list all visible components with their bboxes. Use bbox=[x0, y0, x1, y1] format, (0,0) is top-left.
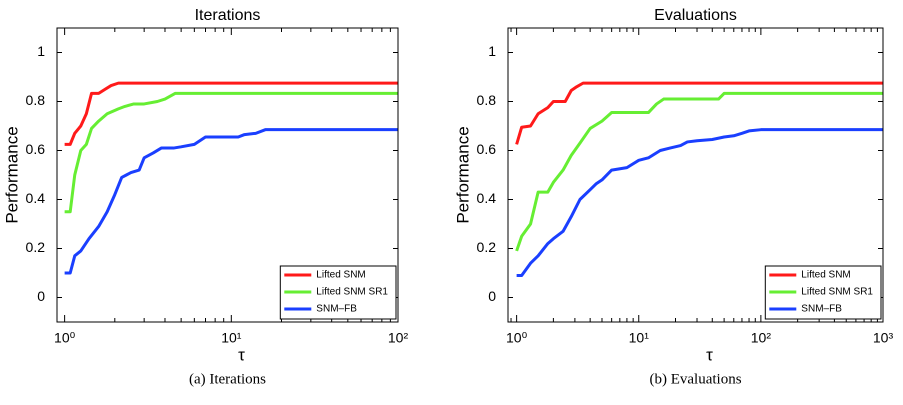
y-tick-label: 0 bbox=[488, 288, 496, 304]
series-line bbox=[516, 128, 883, 277]
legend-label: Lifted SNM SR1 bbox=[801, 287, 873, 298]
y-tick-label: 1 bbox=[37, 43, 45, 59]
y-tick-label: 0.4 bbox=[26, 190, 46, 206]
legend-label: Lifted SNM SR1 bbox=[316, 287, 388, 298]
caption: (b) Evaluations bbox=[649, 371, 741, 387]
x-tick-label: 10¹ bbox=[221, 330, 242, 346]
axes-frame bbox=[507, 27, 884, 323]
legend-label: Lifted SNM bbox=[801, 270, 850, 281]
x-tick-label: 10⁰ bbox=[506, 330, 528, 346]
series-line bbox=[64, 81, 398, 146]
y-tick-label: 0.6 bbox=[26, 141, 46, 157]
y-tick-label: 0.4 bbox=[477, 190, 497, 206]
subplot: Evaluations τ Performance (b) Evaluations 0 0… bbox=[453, 7, 893, 387]
y-tick-label: 0.2 bbox=[477, 239, 497, 255]
x-tick-label: 10³ bbox=[873, 330, 894, 346]
chart-title: Iterations bbox=[195, 7, 261, 24]
axes-frame bbox=[56, 27, 399, 323]
y-tick-label: 0.6 bbox=[477, 141, 497, 157]
legend: Lifted SNM Lifted SNM SR1 SNM–FB bbox=[279, 265, 397, 320]
x-axis-label: τ bbox=[706, 345, 713, 364]
x-tick-label: 10⁰ bbox=[54, 330, 76, 346]
legend-label: Lifted SNM bbox=[316, 270, 365, 281]
x-axis-label: τ bbox=[238, 345, 245, 364]
series-line bbox=[64, 91, 398, 214]
y-tick-label: 0.2 bbox=[26, 239, 46, 255]
y-tick-label: 0.8 bbox=[26, 92, 46, 108]
y-axis-label: Performance bbox=[453, 126, 472, 223]
x-tick-label: 10¹ bbox=[629, 330, 650, 346]
chart-title: Evaluations bbox=[654, 7, 737, 24]
y-tick-label: 0.8 bbox=[477, 92, 497, 108]
legend: Lifted SNM Lifted SNM SR1 SNM–FB bbox=[764, 265, 882, 320]
caption: (a) Iterations bbox=[189, 371, 266, 387]
y-axis-label: Performance bbox=[2, 126, 21, 223]
y-tick-label: 0 bbox=[37, 288, 45, 304]
legend-label: SNM–FB bbox=[316, 304, 357, 315]
series-line bbox=[515, 81, 883, 145]
series-line bbox=[515, 91, 883, 252]
subplot: Iterations τ Performance (a) Iterations 0 0.2… bbox=[2, 7, 408, 387]
y-tick-label: 1 bbox=[488, 43, 496, 59]
legend-label: SNM–FB bbox=[801, 304, 842, 315]
series-line bbox=[64, 128, 398, 275]
x-tick-label: 10² bbox=[388, 330, 409, 346]
x-tick-label: 10² bbox=[751, 330, 772, 346]
